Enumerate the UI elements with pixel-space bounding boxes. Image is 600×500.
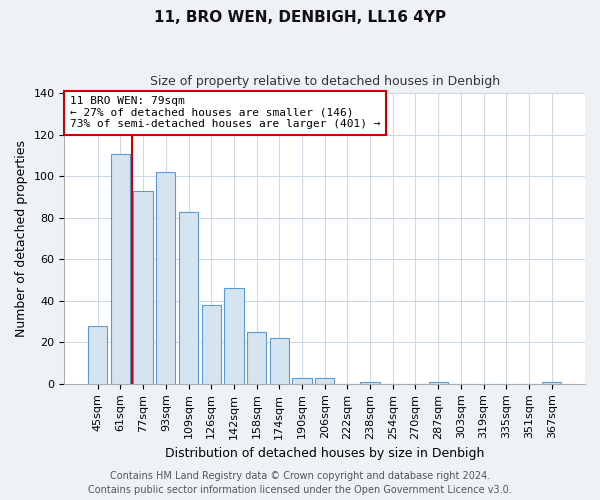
- Bar: [361, 382, 380, 384]
- Bar: [133, 191, 153, 384]
- Bar: [315, 378, 334, 384]
- Title: Size of property relative to detached houses in Denbigh: Size of property relative to detached ho…: [149, 75, 500, 88]
- Bar: [224, 288, 244, 384]
- Bar: [292, 378, 311, 384]
- X-axis label: Distribution of detached houses by size in Denbigh: Distribution of detached houses by size …: [165, 447, 484, 460]
- Bar: [156, 172, 175, 384]
- Bar: [428, 382, 448, 384]
- Bar: [247, 332, 266, 384]
- Text: 11 BRO WEN: 79sqm
← 27% of detached houses are smaller (146)
73% of semi-detache: 11 BRO WEN: 79sqm ← 27% of detached hous…: [70, 96, 380, 130]
- Y-axis label: Number of detached properties: Number of detached properties: [15, 140, 28, 337]
- Bar: [111, 154, 130, 384]
- Bar: [269, 338, 289, 384]
- Bar: [179, 212, 198, 384]
- Text: Contains HM Land Registry data © Crown copyright and database right 2024.
Contai: Contains HM Land Registry data © Crown c…: [88, 471, 512, 495]
- Bar: [88, 326, 107, 384]
- Bar: [202, 305, 221, 384]
- Bar: [542, 382, 562, 384]
- Text: 11, BRO WEN, DENBIGH, LL16 4YP: 11, BRO WEN, DENBIGH, LL16 4YP: [154, 10, 446, 25]
